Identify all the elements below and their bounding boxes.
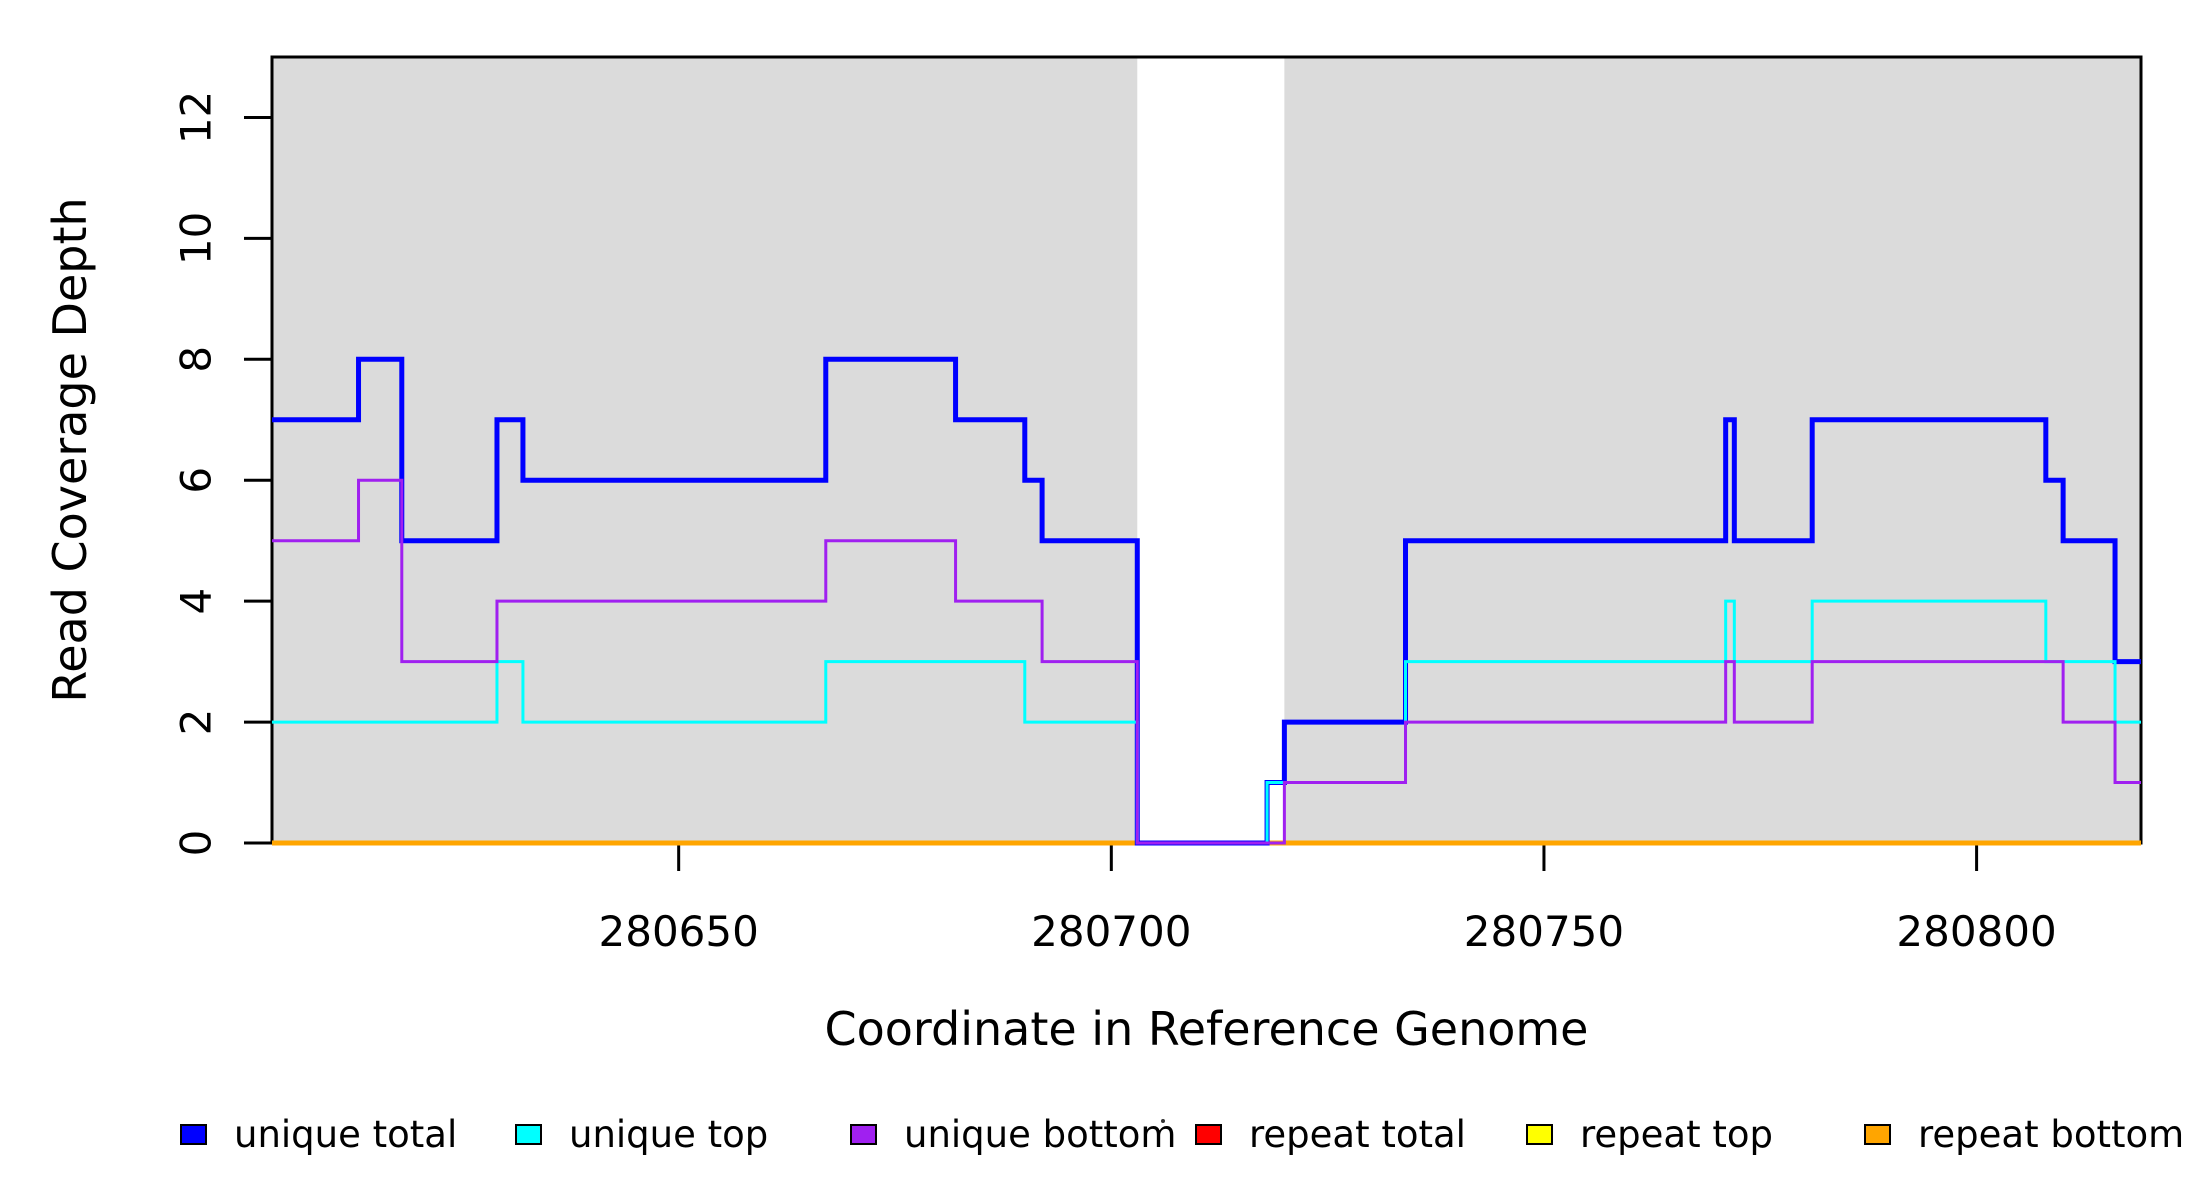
legend-item-repeat-top: repeat top — [1526, 1113, 1773, 1156]
legend-label: repeat top — [1580, 1112, 1773, 1156]
y-tick-label: 4 — [172, 588, 221, 615]
shaded-region — [272, 58, 1138, 843]
coverage-plot-canvas: 280650 280700 280750 280800 0 2 4 6 8 10 12 — [172, 55, 2143, 956]
legend-label: repeat total — [1249, 1112, 1466, 1156]
legend-item-unique-top: unique top — [515, 1113, 768, 1156]
y-tick-label: 2 — [172, 709, 221, 736]
legend-label: unique total — [234, 1112, 458, 1156]
shaded-regions — [272, 58, 2141, 843]
stray-dot — [1161, 1119, 1165, 1123]
x-axis-title: Coordinate in Reference Genome — [824, 1002, 1589, 1056]
legend-swatch-repeat-bottom — [1864, 1123, 1891, 1145]
x-tick-label: 280700 — [1031, 907, 1191, 956]
legend-label: unique top — [569, 1112, 769, 1156]
x-tick-label: 280750 — [1464, 907, 1624, 956]
y-tick-label: 12 — [172, 91, 221, 144]
legend-swatch-unique-top — [515, 1123, 542, 1145]
x-tick-label: 280650 — [599, 907, 759, 956]
legend-item-unique-bottom: unique bottom — [850, 1113, 1176, 1156]
legend-swatch-repeat-top — [1526, 1123, 1553, 1145]
legend-swatch-unique-bottom — [850, 1123, 877, 1145]
y-tick-label: 6 — [172, 467, 221, 494]
legend-swatch-repeat-total — [1195, 1123, 1222, 1145]
legend-item-unique-total: unique total — [180, 1113, 457, 1156]
legend-label: repeat bottom — [1918, 1112, 2185, 1156]
legend-item-repeat-bottom: repeat bottom — [1864, 1113, 2184, 1156]
y-tick-label: 10 — [172, 212, 221, 265]
series-line-unique-bottom — [272, 478, 2141, 845]
axis-ticks: 280650 280700 280750 280800 0 2 4 6 8 10 12 — [172, 91, 2057, 956]
legend-label: unique bottom — [904, 1112, 1177, 1156]
legend-item-repeat-total: repeat total — [1195, 1113, 1466, 1156]
legend-swatch-unique-total — [180, 1123, 207, 1145]
x-tick-label: 280800 — [1896, 907, 2056, 956]
y-axis-title: Read Coverage Depth — [43, 197, 97, 703]
series-lines — [272, 356, 2141, 846]
shaded-region — [1284, 58, 2141, 843]
y-tick-label: 0 — [172, 830, 221, 857]
y-tick-label: 8 — [172, 346, 221, 373]
